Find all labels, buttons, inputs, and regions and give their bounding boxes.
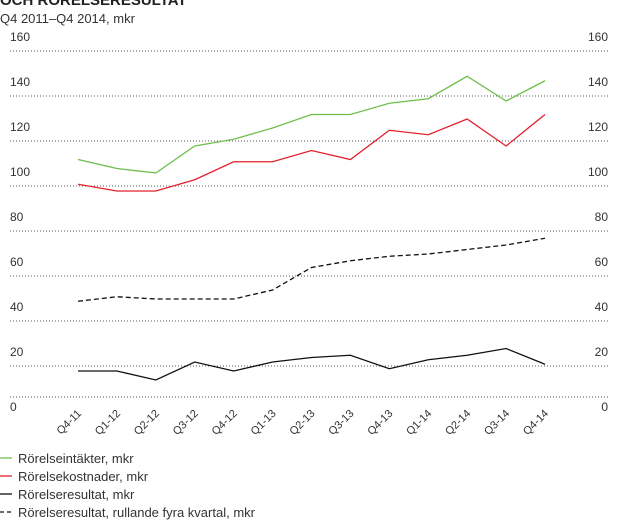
y2-tick-label: 140 xyxy=(588,75,608,89)
x-tick-label: Q4-14 xyxy=(521,408,551,438)
x-tick-label: Q4-12 xyxy=(210,408,240,438)
legend-label: Rörelseresultat, rullande fyra kvartal, … xyxy=(18,505,256,520)
y2-tick-label: 160 xyxy=(588,30,608,44)
y-tick-label: 120 xyxy=(10,120,30,134)
x-tick-label: Q2-12 xyxy=(132,408,162,438)
y-tick-label: 140 xyxy=(10,75,30,89)
x-tick-label: Q1-13 xyxy=(249,408,279,438)
x-tick-label: Q1-12 xyxy=(93,408,123,438)
legend-label: Rörelseintäkter, mkr xyxy=(18,451,134,466)
y2-tick-label: 120 xyxy=(588,120,608,134)
x-tick-label: Q3-14 xyxy=(482,408,512,438)
y-tick-label: 20 xyxy=(10,345,24,359)
y2-tick-label: 40 xyxy=(595,300,609,314)
y2-tick-label: 20 xyxy=(595,345,609,359)
y-tick-label: 0 xyxy=(10,400,17,414)
x-tick-label: Q4-13 xyxy=(365,408,395,438)
series-line xyxy=(77,237,546,302)
x-tick-label: Q1-14 xyxy=(404,408,434,438)
y2-tick-label: 100 xyxy=(588,165,608,179)
y-tick-label: 80 xyxy=(10,210,24,224)
y-tick-label: 100 xyxy=(10,165,30,179)
legend-label: Rörelseresultat, mkr xyxy=(18,487,135,502)
y2-tick-label: 60 xyxy=(595,255,609,269)
series-line xyxy=(77,75,546,174)
x-tick-label: Q2-14 xyxy=(443,408,473,438)
x-tick-label: Q3-13 xyxy=(326,408,356,438)
y2-tick-label: 0 xyxy=(601,400,608,414)
x-tick-label: Q4-11 xyxy=(55,408,85,438)
y2-tick-label: 80 xyxy=(595,210,609,224)
series-line xyxy=(77,113,546,192)
y-tick-label: 60 xyxy=(10,255,24,269)
series-line xyxy=(78,347,546,381)
x-tick-label: Q2-13 xyxy=(288,408,318,438)
y-tick-label: 40 xyxy=(10,300,24,314)
y-tick-label: 160 xyxy=(10,30,30,44)
chart-title: OCH RÖRELSERESULTAT xyxy=(0,0,187,9)
x-tick-label: Q3-12 xyxy=(171,408,201,438)
legend-label: Rörelsekostnader, mkr xyxy=(18,469,149,484)
chart-subtitle: Q4 2011–Q4 2014, mkr xyxy=(0,11,136,26)
